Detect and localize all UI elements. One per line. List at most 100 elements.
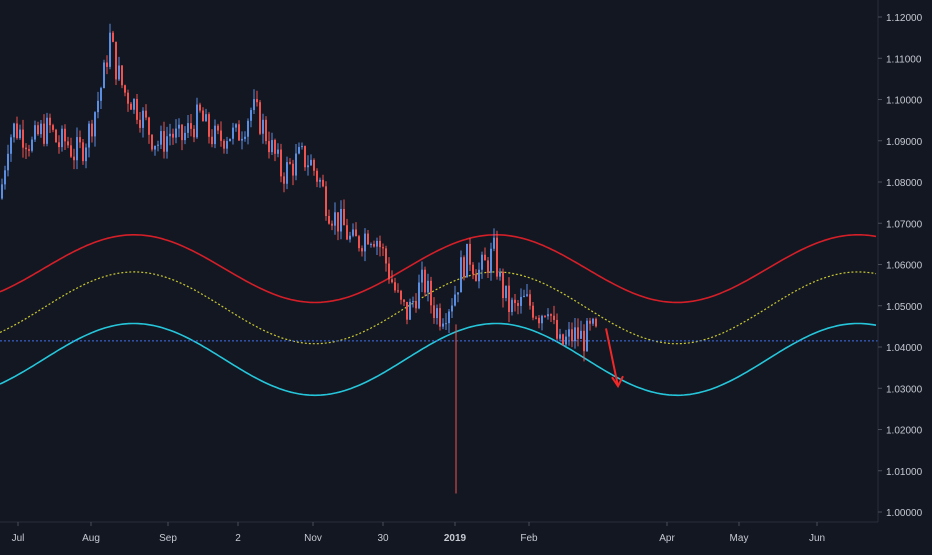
candle-body: [28, 149, 30, 151]
candle-body: [487, 260, 489, 273]
price-tick-label: 1.05000: [886, 302, 923, 313]
candle-body: [208, 114, 210, 137]
candle-body: [517, 303, 519, 306]
candle-body: [505, 285, 507, 299]
time-tick-label: Feb: [520, 533, 538, 544]
candle-body: [34, 125, 36, 140]
candle-body: [550, 314, 552, 316]
candle-body: [7, 153, 9, 171]
candle-body: [157, 144, 159, 146]
candle-body: [109, 32, 111, 67]
candle-body: [325, 186, 327, 217]
cycle-curve-lower: [0, 322, 877, 397]
candle-body: [49, 117, 51, 126]
candle-body: [334, 212, 336, 226]
candle-body: [358, 236, 360, 249]
candle-body: [151, 134, 153, 150]
candle-body: [574, 327, 576, 342]
candle-body: [577, 327, 579, 339]
candle-body: [496, 237, 498, 277]
candle-body: [523, 295, 525, 297]
price-tick-label: 1.09000: [886, 137, 923, 148]
candle-body: [13, 123, 15, 138]
candle-body: [499, 271, 501, 277]
candle-body: [205, 114, 207, 122]
candle-body: [391, 279, 393, 283]
candle-body: [535, 317, 537, 319]
candle-body: [76, 137, 78, 161]
candle-body: [169, 133, 171, 137]
candle-body: [562, 334, 564, 345]
candle-body: [382, 247, 384, 249]
candle-body: [97, 100, 99, 113]
candle-body: [10, 137, 12, 154]
candle-body: [349, 235, 351, 240]
candle-body: [85, 147, 87, 162]
candle-body: [235, 124, 237, 128]
candle-body: [31, 139, 33, 151]
candle-body: [37, 125, 39, 135]
candle-body: [343, 208, 345, 226]
candle-body: [583, 330, 585, 352]
candle-body: [310, 159, 312, 166]
candle-body: [265, 119, 267, 142]
candle-body: [241, 138, 243, 141]
candle-body: [172, 133, 174, 138]
candle-body: [379, 240, 381, 248]
candle-body: [142, 110, 144, 128]
price-tick-label: 1.04000: [886, 343, 923, 354]
candle-body: [232, 127, 234, 139]
candle-body: [250, 110, 252, 121]
candle-body: [214, 125, 216, 145]
candle-body: [271, 140, 273, 153]
candle-body: [430, 280, 432, 306]
candle-body: [160, 131, 162, 145]
candle-body: [211, 136, 213, 145]
candle-body: [307, 165, 309, 168]
candle-body: [88, 123, 90, 148]
candle-body: [460, 257, 462, 293]
candle-body: [370, 244, 372, 246]
candle-body: [373, 244, 375, 247]
candle-body: [127, 92, 129, 104]
candle-body: [16, 123, 18, 139]
time-tick-label: Jul: [12, 533, 25, 544]
candle-body: [481, 254, 483, 270]
candle-body: [463, 257, 465, 278]
candle-body: [61, 128, 63, 148]
candle-body: [406, 301, 408, 320]
candle-body: [322, 179, 324, 187]
time-axis[interactable]: Jul Aug Sep 2 Nov 30 2019 Feb Apr May Jun: [12, 522, 825, 544]
candlesticks: [1, 23, 597, 494]
candle-body: [433, 305, 435, 319]
candle-body: [64, 128, 66, 142]
candle-body: [277, 149, 279, 154]
candle-body: [58, 142, 60, 148]
candle-body: [526, 294, 528, 296]
arrow-head: [611, 375, 624, 389]
candle-body: [451, 305, 453, 312]
price-tick-label: 1.12000: [886, 13, 923, 24]
candle-body: [568, 329, 570, 337]
price-tick-label: 1.06000: [886, 261, 923, 272]
candle-body: [340, 208, 342, 232]
candle-body: [226, 141, 228, 149]
candle-body: [532, 305, 534, 318]
candle-body: [367, 233, 369, 245]
time-tick-label: Nov: [304, 533, 322, 544]
price-axis[interactable]: 1.12000 1.11000 1.10000 1.09000 1.08000 1.070…: [878, 13, 923, 519]
candle-body: [175, 128, 177, 138]
candle-body: [193, 128, 195, 138]
candle-body: [400, 290, 402, 300]
candle-body: [262, 119, 264, 134]
candle-body: [313, 159, 315, 171]
candle-body: [181, 124, 183, 141]
candle-body: [67, 141, 69, 146]
candle-body: [289, 162, 291, 164]
time-tick-label: Aug: [82, 533, 100, 544]
candle-body: [580, 330, 582, 339]
candle-body: [511, 299, 513, 312]
candle-body: [52, 125, 54, 130]
